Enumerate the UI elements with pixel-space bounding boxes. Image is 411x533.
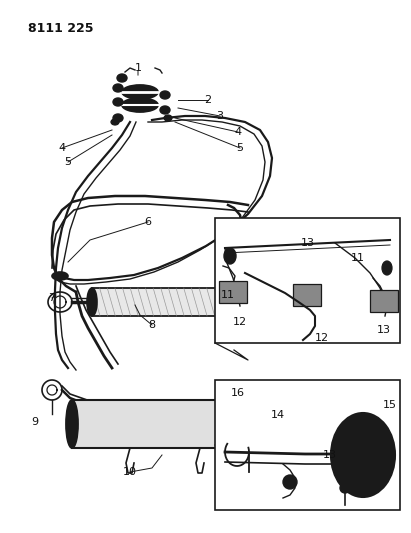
Bar bbox=[72, 400, 272, 448]
Text: 5: 5 bbox=[65, 157, 72, 167]
Text: 14: 14 bbox=[271, 410, 285, 420]
Text: 1: 1 bbox=[134, 63, 141, 73]
Ellipse shape bbox=[117, 74, 127, 82]
Ellipse shape bbox=[256, 396, 288, 452]
Text: 3: 3 bbox=[217, 111, 224, 121]
Text: 15: 15 bbox=[383, 400, 397, 410]
Text: 2: 2 bbox=[204, 95, 212, 105]
Ellipse shape bbox=[164, 115, 172, 121]
Text: 6: 6 bbox=[145, 217, 152, 227]
Ellipse shape bbox=[331, 413, 395, 497]
Ellipse shape bbox=[122, 98, 158, 112]
Ellipse shape bbox=[52, 272, 68, 280]
Ellipse shape bbox=[113, 114, 123, 122]
Ellipse shape bbox=[283, 475, 297, 489]
Bar bbox=[215, 218, 400, 343]
Text: 12: 12 bbox=[233, 317, 247, 327]
Bar bbox=[293, 284, 321, 306]
Text: 8: 8 bbox=[148, 320, 155, 330]
Bar bbox=[370, 290, 398, 312]
Ellipse shape bbox=[87, 288, 97, 316]
Text: 13: 13 bbox=[323, 450, 337, 460]
Text: 5: 5 bbox=[236, 143, 243, 153]
Text: 4: 4 bbox=[58, 143, 66, 153]
Text: 11: 11 bbox=[221, 290, 235, 300]
Ellipse shape bbox=[224, 248, 236, 264]
Text: 7: 7 bbox=[48, 293, 55, 303]
Ellipse shape bbox=[113, 98, 123, 106]
Ellipse shape bbox=[122, 85, 158, 99]
Text: 10: 10 bbox=[123, 467, 137, 477]
Text: 8111 225: 8111 225 bbox=[28, 22, 93, 35]
Ellipse shape bbox=[111, 119, 119, 125]
Ellipse shape bbox=[160, 106, 170, 114]
Ellipse shape bbox=[217, 288, 227, 316]
Bar bbox=[92, 288, 222, 316]
Text: 12: 12 bbox=[315, 333, 329, 343]
Ellipse shape bbox=[264, 402, 284, 446]
Ellipse shape bbox=[113, 84, 123, 92]
Ellipse shape bbox=[340, 483, 350, 493]
Ellipse shape bbox=[382, 261, 392, 275]
Ellipse shape bbox=[345, 429, 381, 481]
Ellipse shape bbox=[357, 447, 369, 463]
Ellipse shape bbox=[66, 400, 78, 448]
Text: 9: 9 bbox=[31, 417, 39, 427]
Bar bbox=[219, 281, 247, 303]
Bar bbox=[215, 380, 400, 510]
Text: 11: 11 bbox=[351, 253, 365, 263]
Text: 16: 16 bbox=[231, 388, 245, 398]
Text: 13: 13 bbox=[377, 325, 391, 335]
Ellipse shape bbox=[160, 91, 170, 99]
Text: 13: 13 bbox=[301, 238, 315, 248]
Text: 4: 4 bbox=[234, 127, 242, 137]
